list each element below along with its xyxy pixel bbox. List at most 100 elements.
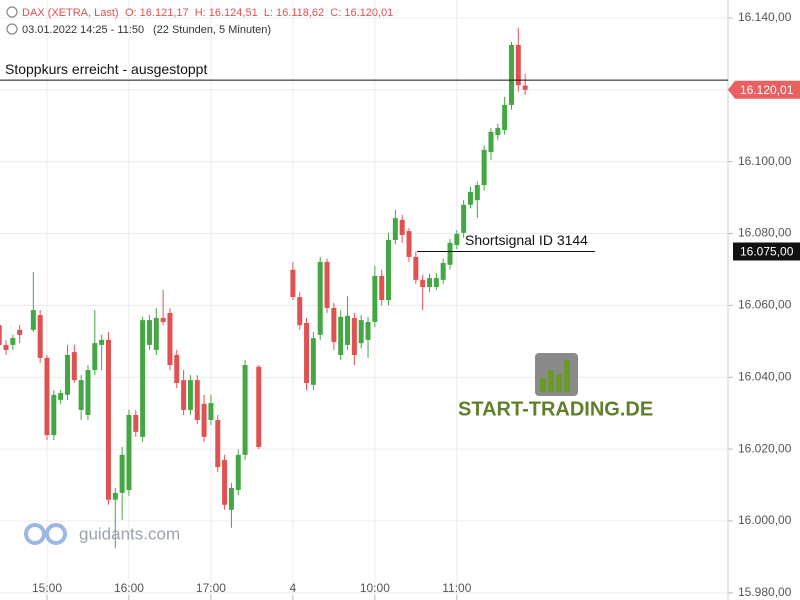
y-tick-label: 16.000,00 [738,513,792,527]
y-tick-label: 16.020,00 [738,441,792,455]
watermark-text: guidants.com [79,524,180,543]
candle-body [379,275,385,300]
candle-body [3,344,9,350]
candle-body [413,256,419,280]
candle-body [105,339,111,500]
candle-body [515,44,521,86]
candle-body [153,317,159,350]
candle-body [488,131,494,152]
candle-body [461,204,467,233]
candle-body [351,317,357,355]
candle-body [304,322,310,383]
candle-body [365,321,371,340]
candle-body [51,394,57,436]
x-tick-label: 17:00 [196,581,226,595]
candle-body [160,317,166,322]
candle-body [64,354,70,395]
candle-body [0,325,2,345]
info-icon[interactable] [6,6,18,18]
candle-body [406,231,412,257]
brand-logo: START-TRADING.DE [458,353,653,420]
candle-body [208,403,214,420]
candle-body [78,380,84,410]
candle-body [181,380,187,410]
candle-body [146,320,152,345]
last-price-label: 16.120,01 [740,83,794,97]
candle-body [454,233,460,246]
x-tick-label: 11:00 [442,581,471,595]
signal-price-tag [733,242,800,261]
candle-body [358,320,364,344]
y-tick-label: 16.140,00 [738,10,792,24]
candle-body [201,403,207,437]
watermark: guidants.com [24,523,180,545]
candle-body [215,420,221,468]
candle-body [17,329,23,335]
candle-body [440,262,446,280]
candle-body [508,44,514,105]
candle-body [297,297,303,326]
candle-body [256,366,262,447]
candle-body [222,459,228,505]
candle-body [30,310,36,330]
candle-body [126,414,132,491]
candle-body [502,104,508,131]
candle-body [235,454,241,491]
candles [0,28,528,548]
candle-body [37,315,43,358]
candle-body [447,242,453,265]
stop-label: Stoppkurs erreicht - ausgestoppt [5,61,207,77]
candle-body [399,219,405,235]
signal-label: Shortsignal ID 3144 [465,232,588,248]
candle-body [481,149,487,186]
header-instrument: DAX (XETRA, Last) [22,7,119,19]
last-price-tag [728,80,800,99]
x-tick-label: 10:00 [360,581,390,595]
candle-body [140,320,146,437]
candle-body [345,315,351,345]
x-tick-label: 4 [290,581,297,595]
y-tick-label: 16.060,00 [738,298,792,312]
candle-body [522,85,528,90]
candle-body [99,339,105,345]
header-ohlc: O: 16.121,17 H: 16.124,51 L: 16.118,62 C… [125,7,393,19]
candle-body [112,492,118,500]
candle-body [467,191,473,205]
candle-body [174,354,180,383]
header-range: 03.01.2022 14:25 - 11:50 [22,24,144,36]
candle-body [167,312,173,366]
header-duration: (22 Stunden, 5 Minuten) [153,24,271,36]
candle-body [372,275,378,322]
candle-body [44,357,50,436]
candle-body [290,269,296,298]
candle-body [331,307,337,343]
candle-body [317,261,323,335]
candle-body [133,414,139,432]
candle-body [194,380,200,420]
candle-body [386,240,392,300]
candle-body [10,338,16,345]
candle-body [310,338,316,385]
candle-body [85,370,91,415]
candle-body [495,127,501,136]
candle-body [58,393,64,400]
candle-body [324,261,330,308]
candle-body [242,365,248,455]
y-tick-label: 16.100,00 [738,154,792,168]
x-tick-label: 16:00 [114,581,144,595]
candle-body [119,454,125,493]
x-tick-label: 15:00 [32,581,62,595]
time-icon [6,23,18,35]
candle-body [338,316,344,355]
brand-text: START-TRADING.DE [458,398,653,420]
candle-body [71,352,77,381]
candle-body [228,487,234,510]
signal-price-label: 16.075,00 [740,245,794,259]
candle-body [92,343,98,371]
candle-body [433,278,439,288]
candle-body [392,218,398,240]
candle-body [427,278,433,288]
candle-body [187,380,193,410]
